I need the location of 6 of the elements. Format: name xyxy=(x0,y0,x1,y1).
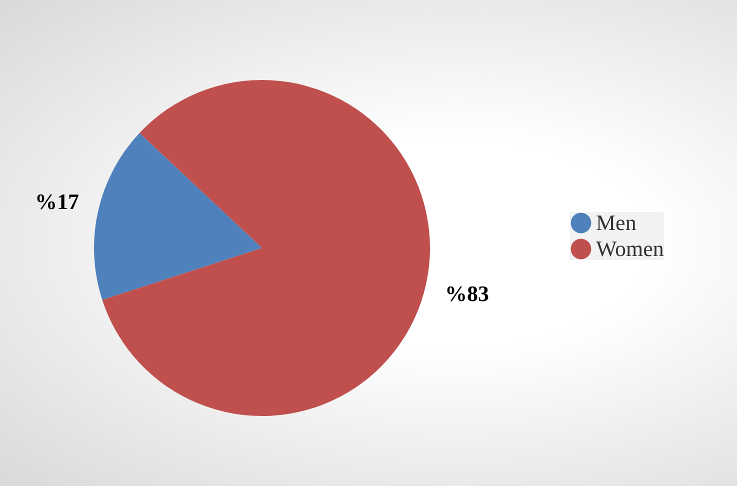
pie-slice xyxy=(102,80,430,416)
legend-label: Women xyxy=(596,236,664,261)
data-label: %83 xyxy=(444,280,489,306)
data-label: %17 xyxy=(35,189,80,214)
legend-label: Men xyxy=(596,210,636,235)
pie-slice xyxy=(94,132,262,300)
